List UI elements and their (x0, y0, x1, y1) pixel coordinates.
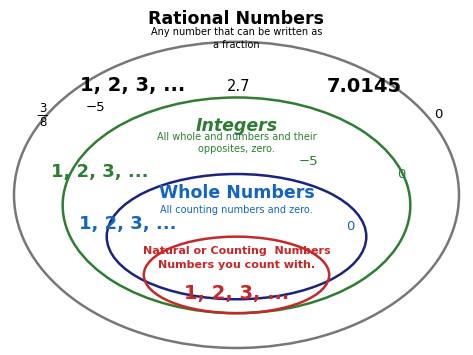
Text: 3: 3 (39, 102, 46, 115)
Text: 1, 2, 3, ...: 1, 2, 3, ... (51, 163, 149, 181)
Text: 0: 0 (434, 108, 442, 121)
Text: Any number that can be written as
a fraction: Any number that can be written as a frac… (151, 27, 322, 50)
Text: 1, 2, 3, ...: 1, 2, 3, ... (79, 215, 176, 234)
Text: Numbers you count with.: Numbers you count with. (158, 260, 315, 270)
Text: 2.7: 2.7 (227, 79, 251, 94)
Text: 8: 8 (39, 116, 46, 129)
Text: 0: 0 (346, 220, 354, 233)
Text: Whole Numbers: Whole Numbers (158, 184, 315, 202)
Text: 7.0145: 7.0145 (326, 77, 402, 96)
Text: Integers: Integers (195, 117, 278, 135)
Text: Rational Numbers: Rational Numbers (149, 10, 324, 28)
Text: —: — (37, 109, 49, 122)
Text: 0: 0 (397, 168, 405, 181)
Text: Natural or Counting  Numbers: Natural or Counting Numbers (143, 246, 330, 256)
Text: 1, 2, 3, ...: 1, 2, 3, ... (184, 284, 289, 302)
Text: All counting numbers and zero.: All counting numbers and zero. (160, 204, 313, 214)
Text: −5: −5 (298, 155, 318, 168)
Text: 1, 2, 3, ...: 1, 2, 3, ... (79, 76, 185, 95)
Text: −5: −5 (85, 102, 105, 114)
Text: All whole and numbers and their
opposites, zero.: All whole and numbers and their opposite… (157, 131, 316, 154)
